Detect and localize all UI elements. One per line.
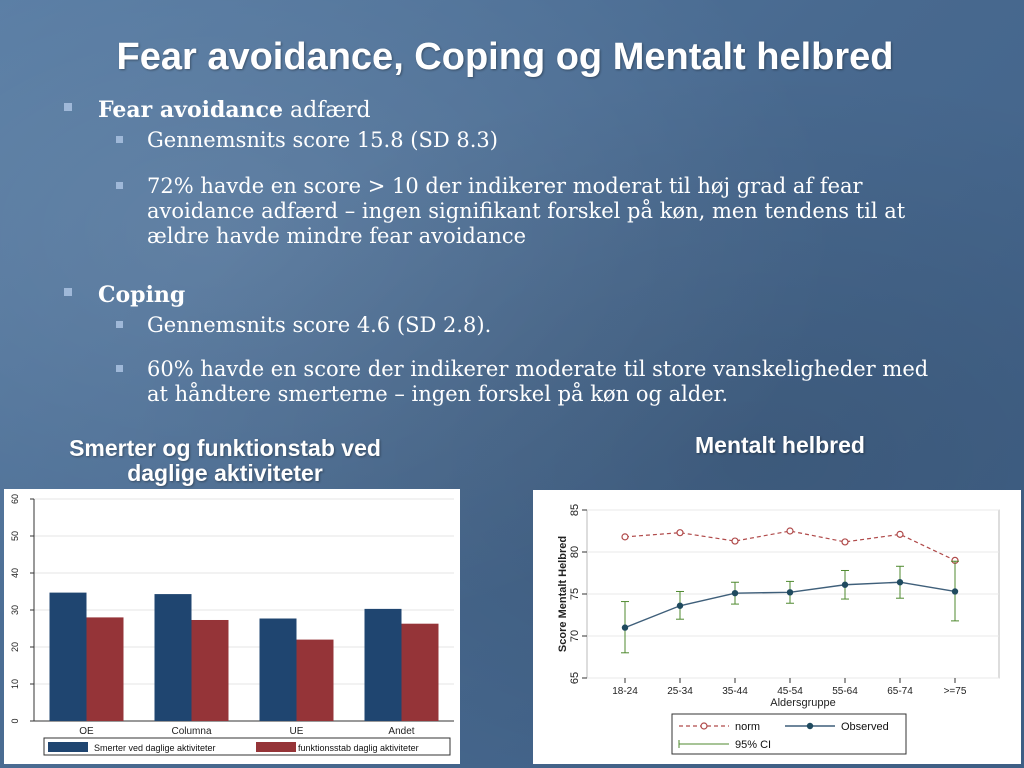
x-tick-label: OE xyxy=(79,726,94,737)
norm-point xyxy=(786,527,794,535)
observed-point xyxy=(896,579,904,586)
norm-point xyxy=(731,537,739,545)
square-bullet-icon xyxy=(116,321,123,328)
y-tick-label: 10 xyxy=(10,679,20,689)
y-tick-label: 75 xyxy=(569,588,581,600)
norm-point xyxy=(896,530,904,538)
x-tick-label: 55-64 xyxy=(832,686,858,697)
observed-point xyxy=(731,589,739,597)
observed-point xyxy=(621,624,629,631)
legend-norm-label: norm xyxy=(735,721,760,733)
x-tick-label: 45-54 xyxy=(777,686,803,697)
observed-point xyxy=(676,602,684,609)
bar-funktionstab xyxy=(401,623,439,721)
bar-smerter xyxy=(154,594,192,721)
y-tick-label: 65 xyxy=(569,672,581,684)
square-bullet-icon xyxy=(116,365,123,372)
norm-line xyxy=(624,530,956,561)
coping-item-1: Gennemsnits score 4.6 (SD 2.8). xyxy=(116,313,946,338)
bar-smerter xyxy=(364,608,402,721)
x-tick-label: >=75 xyxy=(944,686,967,697)
bar-funktionstab xyxy=(86,617,124,721)
fear-avoidance-item-1: Gennemsnits score 15.8 (SD 8.3) xyxy=(116,128,946,153)
x-axis-label: Aldersgruppe xyxy=(770,697,835,709)
square-bullet-icon xyxy=(116,182,123,189)
x-tick-label: 25-34 xyxy=(667,686,693,697)
legend-label-smerter: Smerter ved daglige aktiviteter xyxy=(94,743,216,753)
observed-point xyxy=(786,589,794,596)
bar-funktionstab xyxy=(296,639,334,721)
square-bullet-icon xyxy=(64,103,72,111)
fear-avoidance-label-rest: adfærd xyxy=(283,98,371,123)
y-tick-label: 50 xyxy=(10,531,20,541)
legend-observed-marker xyxy=(806,722,814,730)
coping-label: Coping xyxy=(98,282,186,308)
caption-left: Smerter og funktionstab ved daglige akti… xyxy=(69,435,381,486)
legend-swatch-funktionstab xyxy=(256,742,296,752)
y-tick-label: 40 xyxy=(10,568,20,578)
observed-point xyxy=(951,588,959,595)
y-tick-label: 20 xyxy=(10,642,20,652)
line-chart: 65 70 75 80 85 Score Mentalt Helbred 18-24 25-3… xyxy=(557,504,1000,755)
y-tick-label: 60 xyxy=(10,494,20,504)
x-tick-label: Columna xyxy=(171,726,211,737)
x-tick-label: 18-24 xyxy=(612,686,638,697)
bar-chart: 0 10 20 30 40 50 60 OE Columna UE Andet Smerter ved… xyxy=(10,494,454,756)
caption-right: Mentalt helbred xyxy=(695,432,865,458)
bar-funktionstab xyxy=(191,619,229,721)
norm-point xyxy=(621,533,629,541)
fear-avoidance-item-2: 72% havde en score > 10 der indikerer mo… xyxy=(116,174,946,249)
legend-observed-label: Observed xyxy=(841,721,889,733)
legend-swatch-smerter xyxy=(48,742,88,752)
bar-smerter xyxy=(259,618,297,721)
bullet-fear-avoidance: Fear avoidance adfærd xyxy=(64,97,371,123)
x-tick-label: 65-74 xyxy=(887,686,913,697)
bar-chart-panel: 0 10 20 30 40 50 60 OE Columna UE Andet Smerter ved… xyxy=(4,489,460,764)
y-tick-label: 70 xyxy=(569,630,581,642)
x-tick-label: Andet xyxy=(388,726,414,737)
legend-ci-label: 95% CI xyxy=(735,739,771,751)
bullet-coping: Coping xyxy=(64,282,185,308)
coping-item-2: 60% havde en score der indikerer moderat… xyxy=(116,357,946,407)
legend-norm-marker xyxy=(700,722,708,730)
slide-title: Fear avoidance, Coping og Mentalt helbre… xyxy=(116,36,894,78)
y-tick-label: 80 xyxy=(569,546,581,558)
square-bullet-icon xyxy=(64,288,72,296)
y-tick-label: 0 xyxy=(10,718,20,723)
legend-box xyxy=(671,713,907,755)
y-tick-label: 85 xyxy=(569,504,581,516)
bar-smerter xyxy=(49,592,87,721)
fear-avoidance-label: Fear avoidance xyxy=(98,97,284,123)
observed-point xyxy=(841,581,849,588)
square-bullet-icon xyxy=(116,136,123,143)
y-axis-label: Score Mentalt Helbred xyxy=(557,536,569,652)
norm-point xyxy=(841,538,849,546)
line-chart-panel: 65 70 75 80 85 Score Mentalt Helbred 18-24 25-3… xyxy=(533,490,1021,764)
x-tick-label: 35-44 xyxy=(722,686,748,697)
norm-point xyxy=(676,529,684,537)
x-tick-label: UE xyxy=(290,726,304,737)
legend-label-funktionstab: funktionsstab daglig aktiviteter xyxy=(298,743,419,753)
legend-box xyxy=(43,737,451,756)
y-tick-label: 30 xyxy=(10,605,20,615)
